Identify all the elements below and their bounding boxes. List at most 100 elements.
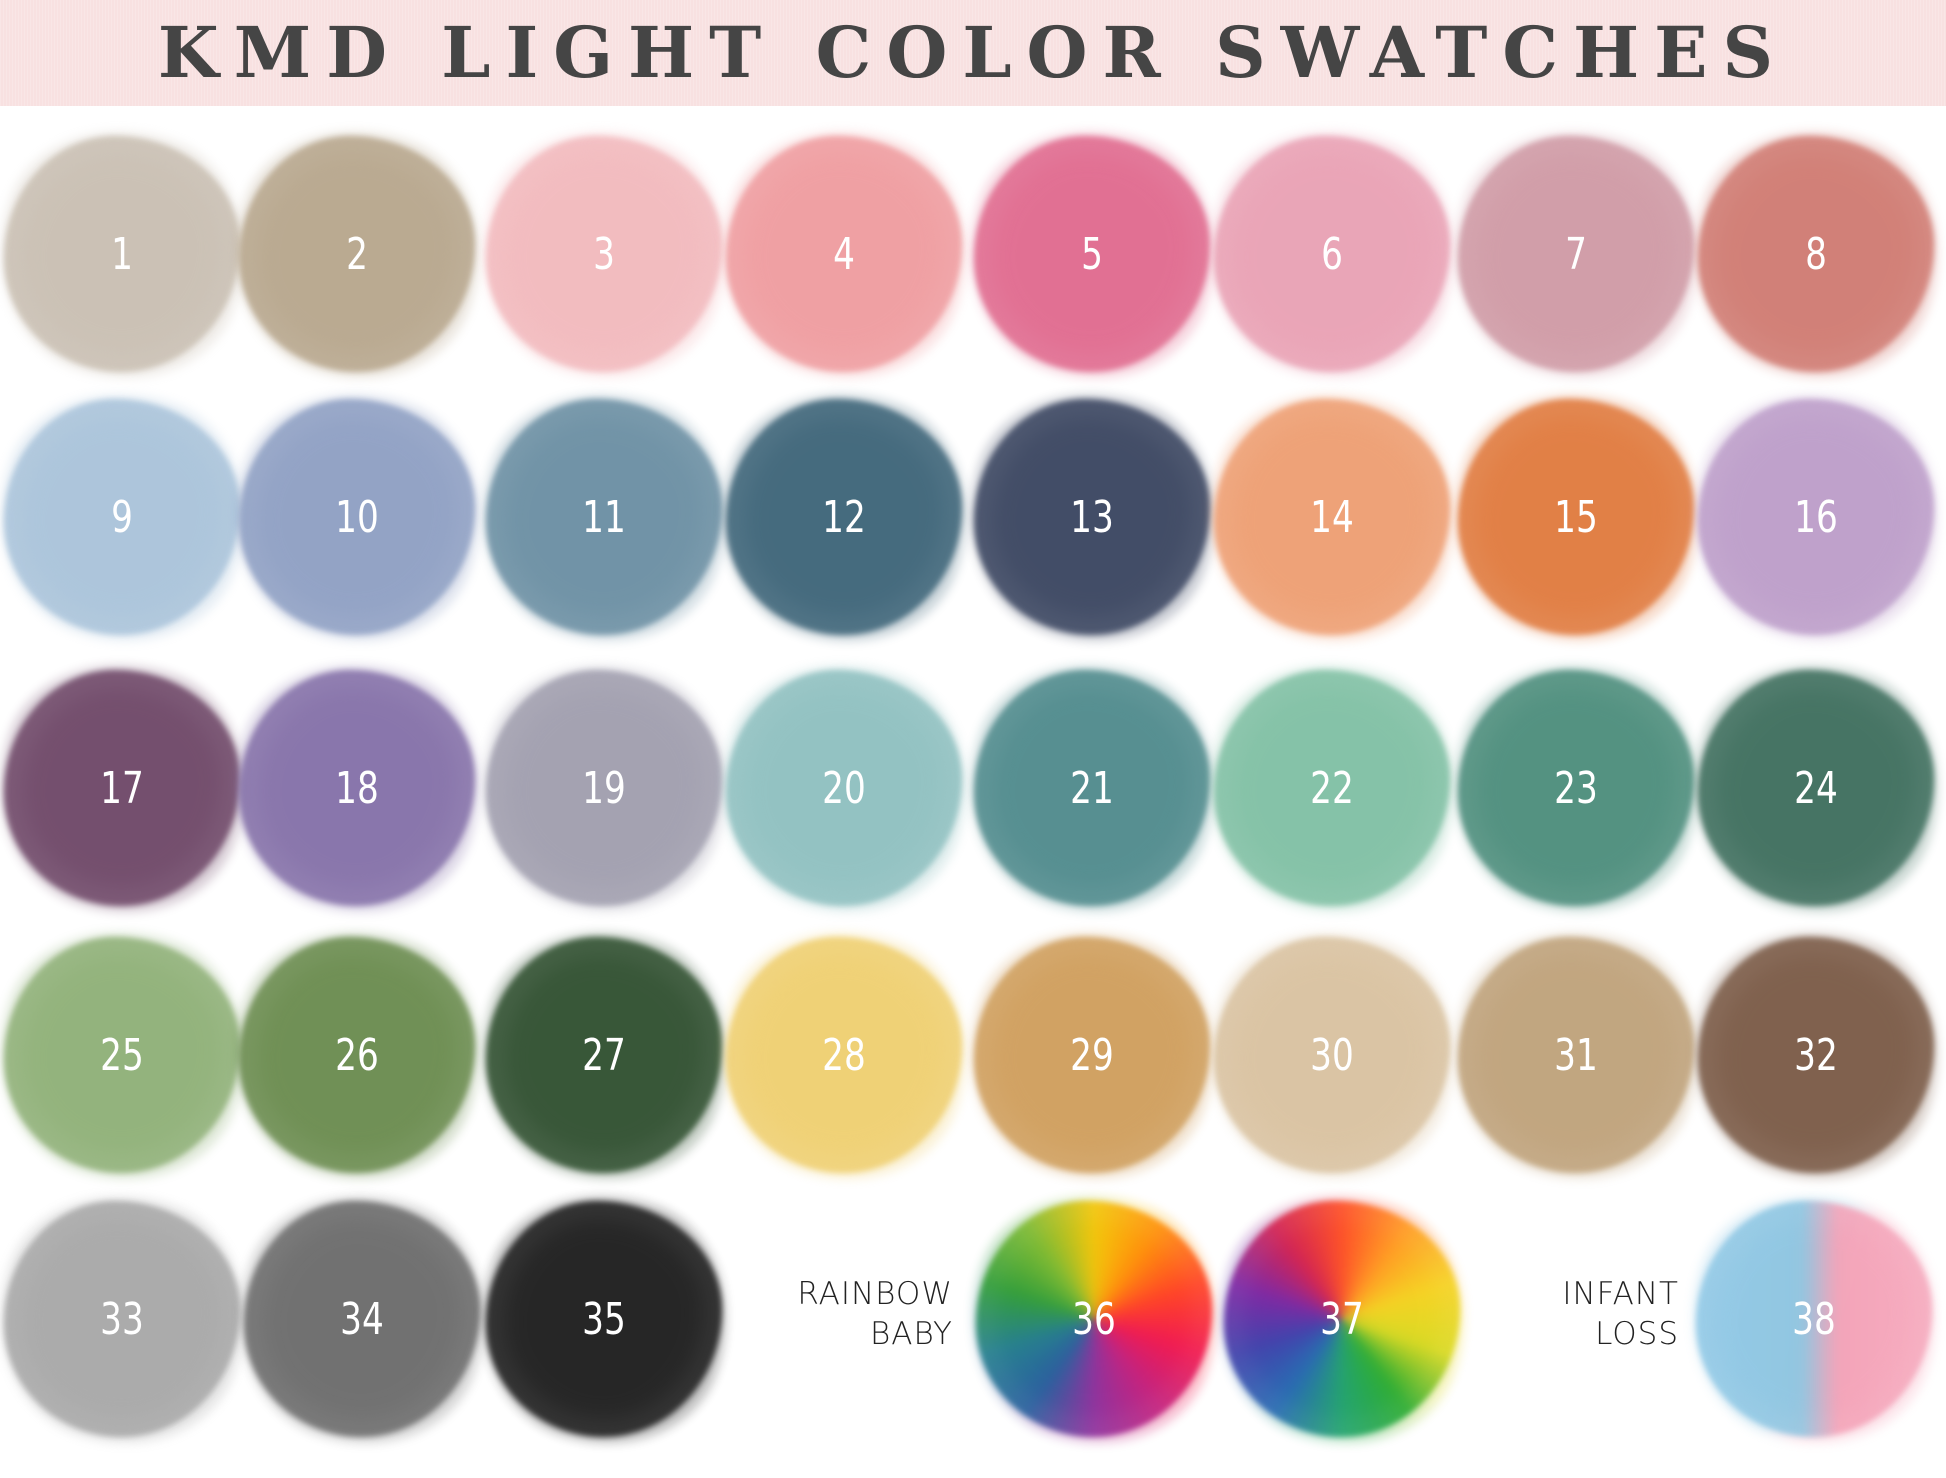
swatch-number: 8 [1805, 228, 1827, 280]
swatch-24: 24 [1657, 629, 1946, 947]
swatch-number: 1 [111, 228, 133, 280]
swatch-core [994, 1219, 1194, 1419]
swatch-core [504, 154, 704, 354]
swatch-3: 3 [445, 95, 763, 413]
swatch-33: 33 [0, 1160, 281, 1478]
swatch-8: 8 [1657, 95, 1946, 413]
swatch-core [22, 154, 222, 354]
swatch-core [22, 955, 222, 1155]
swatch-number: 33 [100, 1293, 144, 1345]
swatch-number: 30 [1310, 1029, 1354, 1081]
infant-loss-label: INFANT LOSS [1430, 1274, 1679, 1354]
swatch-core [257, 417, 457, 617]
rainbow-baby-label: RAINBOW BABY [700, 1274, 953, 1354]
swatch-13: 13 [933, 358, 1251, 676]
swatch-25: 25 [0, 896, 281, 1214]
swatch-core [744, 955, 944, 1155]
swatch-core [257, 955, 457, 1155]
swatch-number: 27 [582, 1029, 626, 1081]
swatch-core [1232, 417, 1432, 617]
swatch-number: 24 [1794, 762, 1838, 814]
swatch-core [504, 1219, 704, 1419]
swatch-number: 6 [1321, 228, 1343, 280]
swatch-core [1716, 417, 1916, 617]
swatch-core [1476, 688, 1676, 888]
swatch-core [1716, 688, 1916, 888]
rainbow-label-line-1: RAINBOW [797, 1276, 953, 1312]
swatch-15: 15 [1417, 358, 1735, 676]
swatch-5: 5 [933, 95, 1251, 413]
swatch-number: 23 [1554, 762, 1598, 814]
swatch-number: 35 [582, 1293, 626, 1345]
swatch-core [504, 955, 704, 1155]
infant-label-line-2: LOSS [1595, 1316, 1679, 1352]
swatch-core [504, 688, 704, 888]
swatch-number: 7 [1565, 228, 1587, 280]
swatch-4: 4 [685, 95, 1003, 413]
swatch-core [1476, 154, 1676, 354]
swatch-number: 37 [1320, 1293, 1364, 1345]
swatch-36: 36 [935, 1160, 1253, 1478]
swatch-number: 38 [1792, 1293, 1836, 1345]
swatch-number: 2 [346, 228, 368, 280]
swatch-number: 21 [1070, 762, 1114, 814]
swatch-number: 29 [1070, 1029, 1114, 1081]
swatch-number: 19 [582, 762, 626, 814]
swatch-30: 30 [1173, 896, 1491, 1214]
infant-label-line-1: INFANT [1562, 1276, 1679, 1312]
page-title: KMD LIGHT COLOR SWATCHES [157, 11, 1789, 94]
swatch-38: 38 [1655, 1160, 1946, 1478]
swatch-core [744, 154, 944, 354]
swatch-11: 11 [445, 358, 763, 676]
swatch-21: 21 [933, 629, 1251, 947]
swatch-core [1232, 154, 1432, 354]
swatch-number: 31 [1554, 1029, 1598, 1081]
swatch-6: 6 [1173, 95, 1491, 413]
swatch-core [992, 955, 1192, 1155]
swatch-core [1476, 955, 1676, 1155]
swatch-37: 37 [1183, 1160, 1501, 1478]
swatch-core [257, 154, 457, 354]
swatch-26: 26 [198, 896, 516, 1214]
swatch-17: 17 [0, 629, 281, 947]
swatch-number: 11 [582, 491, 626, 543]
swatch-14: 14 [1173, 358, 1491, 676]
swatch-16: 16 [1657, 358, 1946, 676]
swatch-29: 29 [933, 896, 1251, 1214]
swatch-number: 3 [593, 228, 615, 280]
swatch-core [262, 1219, 462, 1419]
swatch-core [992, 688, 1192, 888]
swatch-number: 36 [1072, 1293, 1116, 1345]
swatch-22: 22 [1173, 629, 1491, 947]
swatch-28: 28 [685, 896, 1003, 1214]
swatch-core [1716, 154, 1916, 354]
swatch-core [744, 688, 944, 888]
swatch-number: 20 [822, 762, 866, 814]
swatch-9: 9 [0, 358, 281, 676]
swatch-number: 17 [100, 762, 144, 814]
swatch-number: 14 [1310, 491, 1354, 543]
swatch-32: 32 [1657, 896, 1946, 1214]
swatch-core [1714, 1219, 1914, 1419]
swatch-20: 20 [685, 629, 1003, 947]
swatch-2: 2 [198, 95, 516, 413]
swatch-number: 26 [335, 1029, 379, 1081]
swatch-7: 7 [1417, 95, 1735, 413]
swatch-core [992, 154, 1192, 354]
swatch-core [22, 688, 222, 888]
swatch-number: 34 [340, 1293, 384, 1345]
swatch-number: 10 [335, 491, 379, 543]
swatch-10: 10 [198, 358, 516, 676]
swatch-27: 27 [445, 896, 763, 1214]
swatch-number: 12 [822, 491, 866, 543]
swatch-34: 34 [203, 1160, 521, 1478]
swatch-35: 35 [445, 1160, 763, 1478]
swatch-core [22, 417, 222, 617]
swatch-1: 1 [0, 95, 281, 413]
swatch-number: 32 [1794, 1029, 1838, 1081]
swatch-number: 16 [1794, 491, 1838, 543]
swatch-core [257, 688, 457, 888]
swatch-core [1716, 955, 1916, 1155]
swatch-core [1476, 417, 1676, 617]
header-banner: KMD LIGHT COLOR SWATCHES [0, 0, 1946, 106]
